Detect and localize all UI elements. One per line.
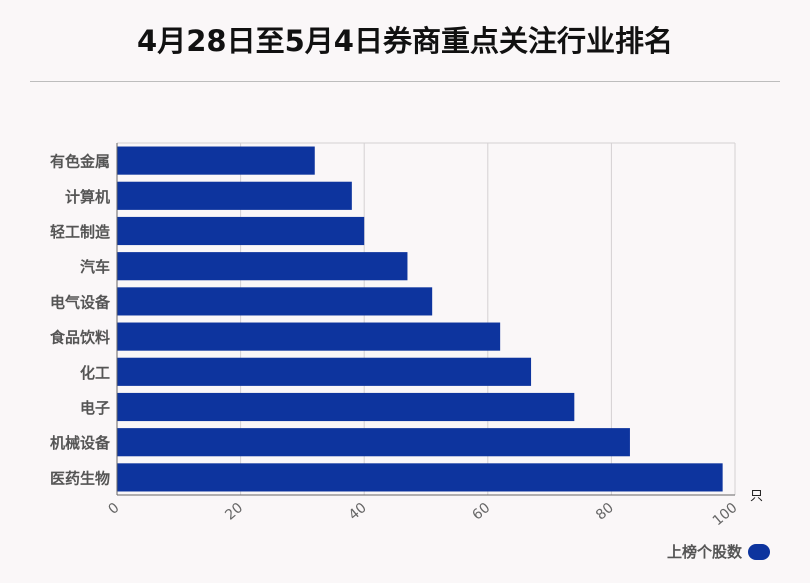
bar-2	[117, 216, 365, 246]
bar-7	[117, 392, 575, 422]
bar-5	[117, 322, 501, 351]
y-tick-label-7: 电子	[80, 399, 110, 417]
legend-label: 上榜个股数	[666, 543, 742, 561]
x-tick-label-1: 20	[222, 500, 246, 524]
bar-1	[117, 181, 352, 210]
x-unit-label: 只	[750, 489, 763, 504]
y-tick-label-6: 化工	[80, 364, 110, 382]
title-divider	[30, 81, 780, 82]
bar-0	[117, 146, 315, 175]
x-tick-label-5: 100	[710, 500, 741, 529]
y-tick-label-5: 食品饮料	[50, 329, 110, 347]
y-tick-label-3: 汽车	[80, 258, 110, 276]
y-tick-label-4: 电气设备	[50, 293, 111, 311]
y-tick-label-2: 轻工制造	[50, 223, 110, 241]
bar-9	[117, 463, 723, 492]
y-tick-label-0: 有色金属	[50, 153, 110, 171]
y-tick-label-9: 医药生物	[50, 469, 110, 487]
x-tick-label-2: 40	[346, 500, 370, 524]
bar-3	[117, 252, 408, 281]
x-tick-label-3: 60	[469, 500, 493, 524]
bar-6	[117, 357, 532, 386]
y-tick-label-8: 机械设备	[50, 434, 111, 452]
legend[interactable]: 上榜个股数	[667, 541, 770, 562]
bar-4	[117, 287, 433, 316]
y-tick-label-1: 计算机	[65, 188, 110, 206]
bar-8	[117, 428, 630, 457]
x-tick-label-0: 0	[105, 500, 122, 518]
legend-swatch	[748, 543, 770, 560]
chart-title: 4月28日至5月4日券商重点关注行业排名	[137, 24, 673, 58]
x-tick-label-4: 80	[593, 500, 617, 524]
